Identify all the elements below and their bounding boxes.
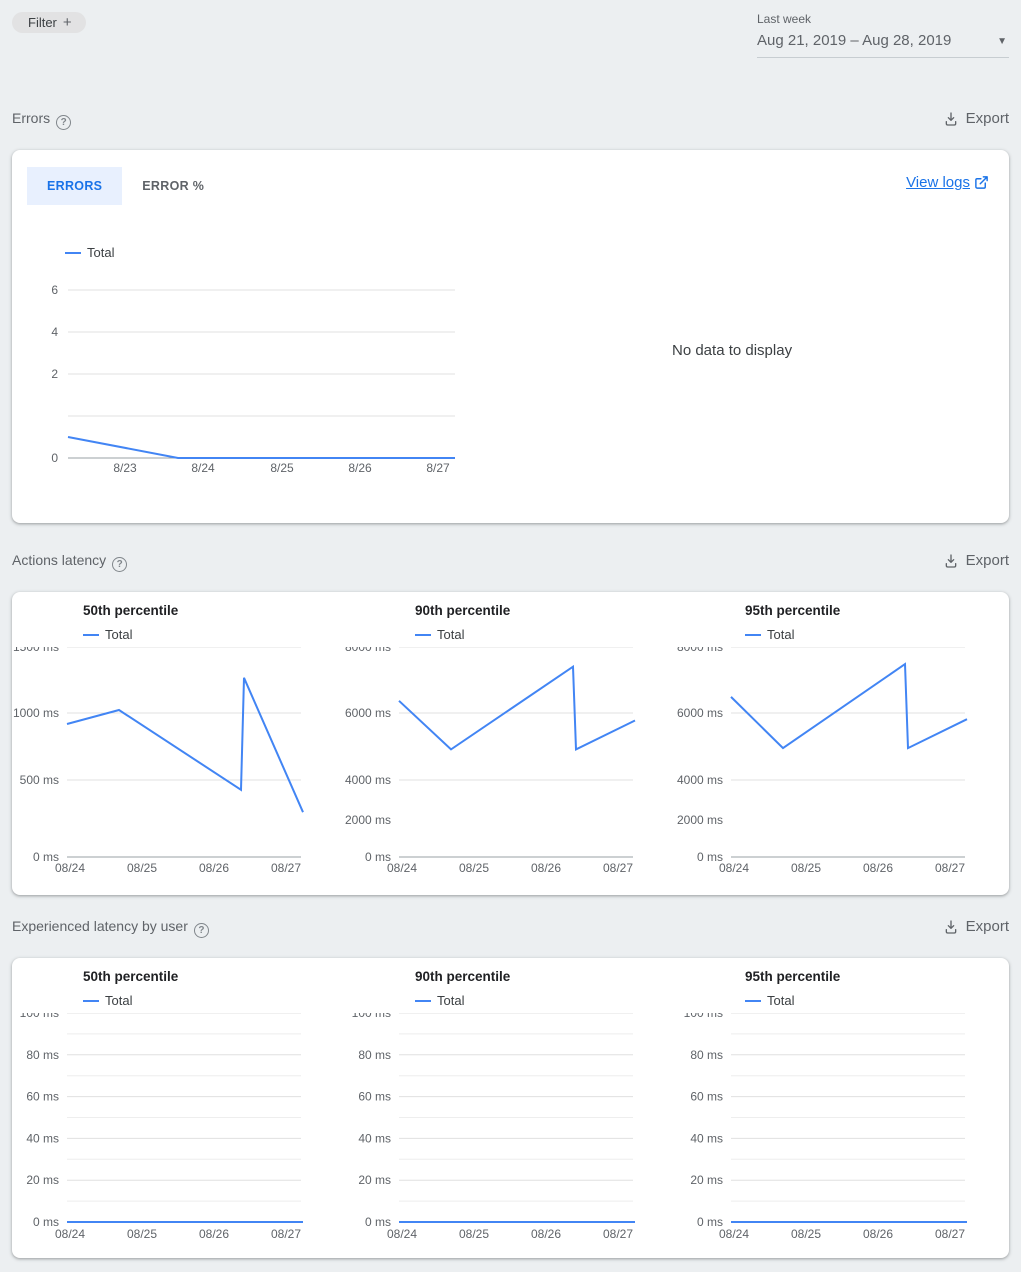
svg-text:08/24: 08/24 [387, 861, 417, 875]
svg-text:6: 6 [51, 283, 58, 297]
svg-text:08/26: 08/26 [863, 861, 893, 875]
svg-text:1500 ms: 1500 ms [13, 647, 59, 654]
svg-text:60 ms: 60 ms [358, 1090, 391, 1104]
svg-text:20 ms: 20 ms [690, 1173, 723, 1187]
svg-text:08/25: 08/25 [791, 1227, 821, 1241]
svg-text:08/26: 08/26 [199, 1227, 229, 1241]
svg-text:08/24: 08/24 [55, 1227, 85, 1241]
svg-text:80 ms: 80 ms [690, 1048, 723, 1062]
svg-text:2000 ms: 2000 ms [345, 813, 391, 827]
svg-text:2000 ms: 2000 ms [677, 813, 723, 827]
svg-text:08/24: 08/24 [55, 861, 85, 875]
svg-text:8000 ms: 8000 ms [345, 647, 391, 654]
svg-text:8/27: 8/27 [426, 461, 450, 475]
svg-text:4000 ms: 4000 ms [345, 773, 391, 787]
svg-text:8/24: 8/24 [191, 461, 215, 475]
svg-text:4: 4 [51, 325, 58, 339]
svg-text:08/26: 08/26 [199, 861, 229, 875]
svg-text:08/26: 08/26 [863, 1227, 893, 1241]
svg-text:40 ms: 40 ms [26, 1131, 59, 1145]
svg-text:0: 0 [51, 451, 58, 465]
svg-text:08/25: 08/25 [459, 1227, 489, 1241]
svg-text:08/24: 08/24 [387, 1227, 417, 1241]
svg-text:8/23: 8/23 [113, 461, 137, 475]
svg-text:08/27: 08/27 [271, 861, 301, 875]
svg-text:8000 ms: 8000 ms [677, 647, 723, 654]
svg-text:08/25: 08/25 [459, 861, 489, 875]
svg-text:8/25: 8/25 [270, 461, 294, 475]
svg-text:20 ms: 20 ms [358, 1173, 391, 1187]
svg-text:6000 ms: 6000 ms [677, 706, 723, 720]
svg-text:80 ms: 80 ms [26, 1048, 59, 1062]
svg-text:20 ms: 20 ms [26, 1173, 59, 1187]
svg-text:40 ms: 40 ms [358, 1131, 391, 1145]
svg-text:80 ms: 80 ms [358, 1048, 391, 1062]
svg-text:08/27: 08/27 [935, 861, 965, 875]
svg-text:08/27: 08/27 [271, 1227, 301, 1241]
svg-text:60 ms: 60 ms [690, 1090, 723, 1104]
svg-text:100 ms: 100 ms [20, 1013, 59, 1020]
svg-text:100 ms: 100 ms [352, 1013, 391, 1020]
svg-text:6000 ms: 6000 ms [345, 706, 391, 720]
svg-text:2: 2 [51, 367, 58, 381]
svg-text:08/25: 08/25 [127, 861, 157, 875]
svg-text:08/24: 08/24 [719, 1227, 749, 1241]
svg-text:08/24: 08/24 [719, 861, 749, 875]
svg-text:500 ms: 500 ms [20, 773, 59, 787]
svg-text:1000 ms: 1000 ms [13, 706, 59, 720]
svg-text:08/26: 08/26 [531, 1227, 561, 1241]
svg-text:08/26: 08/26 [531, 861, 561, 875]
svg-text:40 ms: 40 ms [690, 1131, 723, 1145]
svg-text:08/27: 08/27 [935, 1227, 965, 1241]
svg-text:60 ms: 60 ms [26, 1090, 59, 1104]
svg-text:08/25: 08/25 [127, 1227, 157, 1241]
svg-text:08/27: 08/27 [603, 861, 633, 875]
svg-text:100 ms: 100 ms [684, 1013, 723, 1020]
svg-text:8/26: 8/26 [348, 461, 372, 475]
svg-text:4000 ms: 4000 ms [677, 773, 723, 787]
svg-text:08/25: 08/25 [791, 861, 821, 875]
svg-text:08/27: 08/27 [603, 1227, 633, 1241]
